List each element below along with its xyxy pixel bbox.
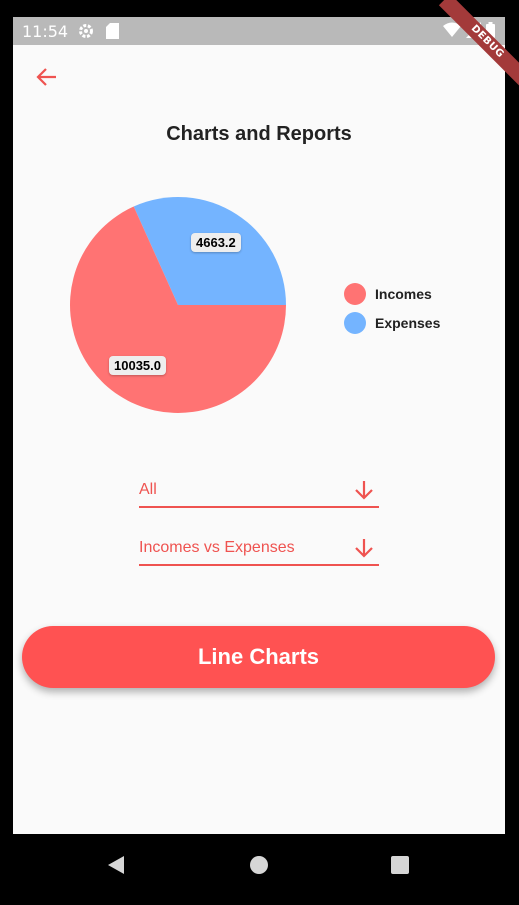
back-button[interactable] xyxy=(33,65,61,93)
legend-dot-expenses xyxy=(344,311,366,334)
legend-item-incomes: Incomes xyxy=(344,279,440,308)
legend-label-expenses: Expenses xyxy=(375,314,441,331)
page-title: Charts and Reports xyxy=(166,123,352,145)
nav-back-button[interactable] xyxy=(101,852,131,882)
nav-home-button[interactable] xyxy=(244,852,274,882)
slice-label-incomes: 10035.0 xyxy=(109,356,166,375)
legend-dot-incomes xyxy=(344,282,366,305)
status-time: 11:54 xyxy=(22,21,69,41)
status-bar: 11:54 xyxy=(13,17,505,45)
period-dropdown[interactable]: All xyxy=(139,474,379,508)
period-dropdown-value: All xyxy=(139,481,157,498)
back-triangle-icon xyxy=(106,854,126,881)
nav-recents-button[interactable] xyxy=(385,852,415,882)
home-circle-icon xyxy=(249,855,269,880)
android-nav-bar xyxy=(0,834,519,905)
app-screen: Charts and Reports 10035.0 4663.2 Income… xyxy=(13,45,505,834)
report-type-dropdown[interactable]: Incomes vs Expenses xyxy=(139,532,379,566)
report-type-dropdown-value: Incomes vs Expenses xyxy=(139,539,295,556)
arrow-down-icon xyxy=(353,537,375,559)
recents-square-icon xyxy=(391,855,409,879)
legend-item-expenses: Expenses xyxy=(344,308,440,337)
slice-label-expenses: 4663.2 xyxy=(191,233,241,252)
wifi-icon xyxy=(443,22,461,43)
legend-label-incomes: Incomes xyxy=(375,285,432,302)
sd-card-icon xyxy=(104,23,120,39)
settings-icon xyxy=(78,23,94,39)
line-charts-button[interactable]: Line Charts xyxy=(22,626,495,688)
chart-legend: Incomes Expenses xyxy=(344,279,440,337)
arrow-down-icon xyxy=(353,479,375,501)
arrow-left-icon xyxy=(35,65,59,94)
pie-chart: 10035.0 4663.2 Incomes Expenses xyxy=(13,175,505,435)
pie-chart-svg xyxy=(70,197,286,413)
